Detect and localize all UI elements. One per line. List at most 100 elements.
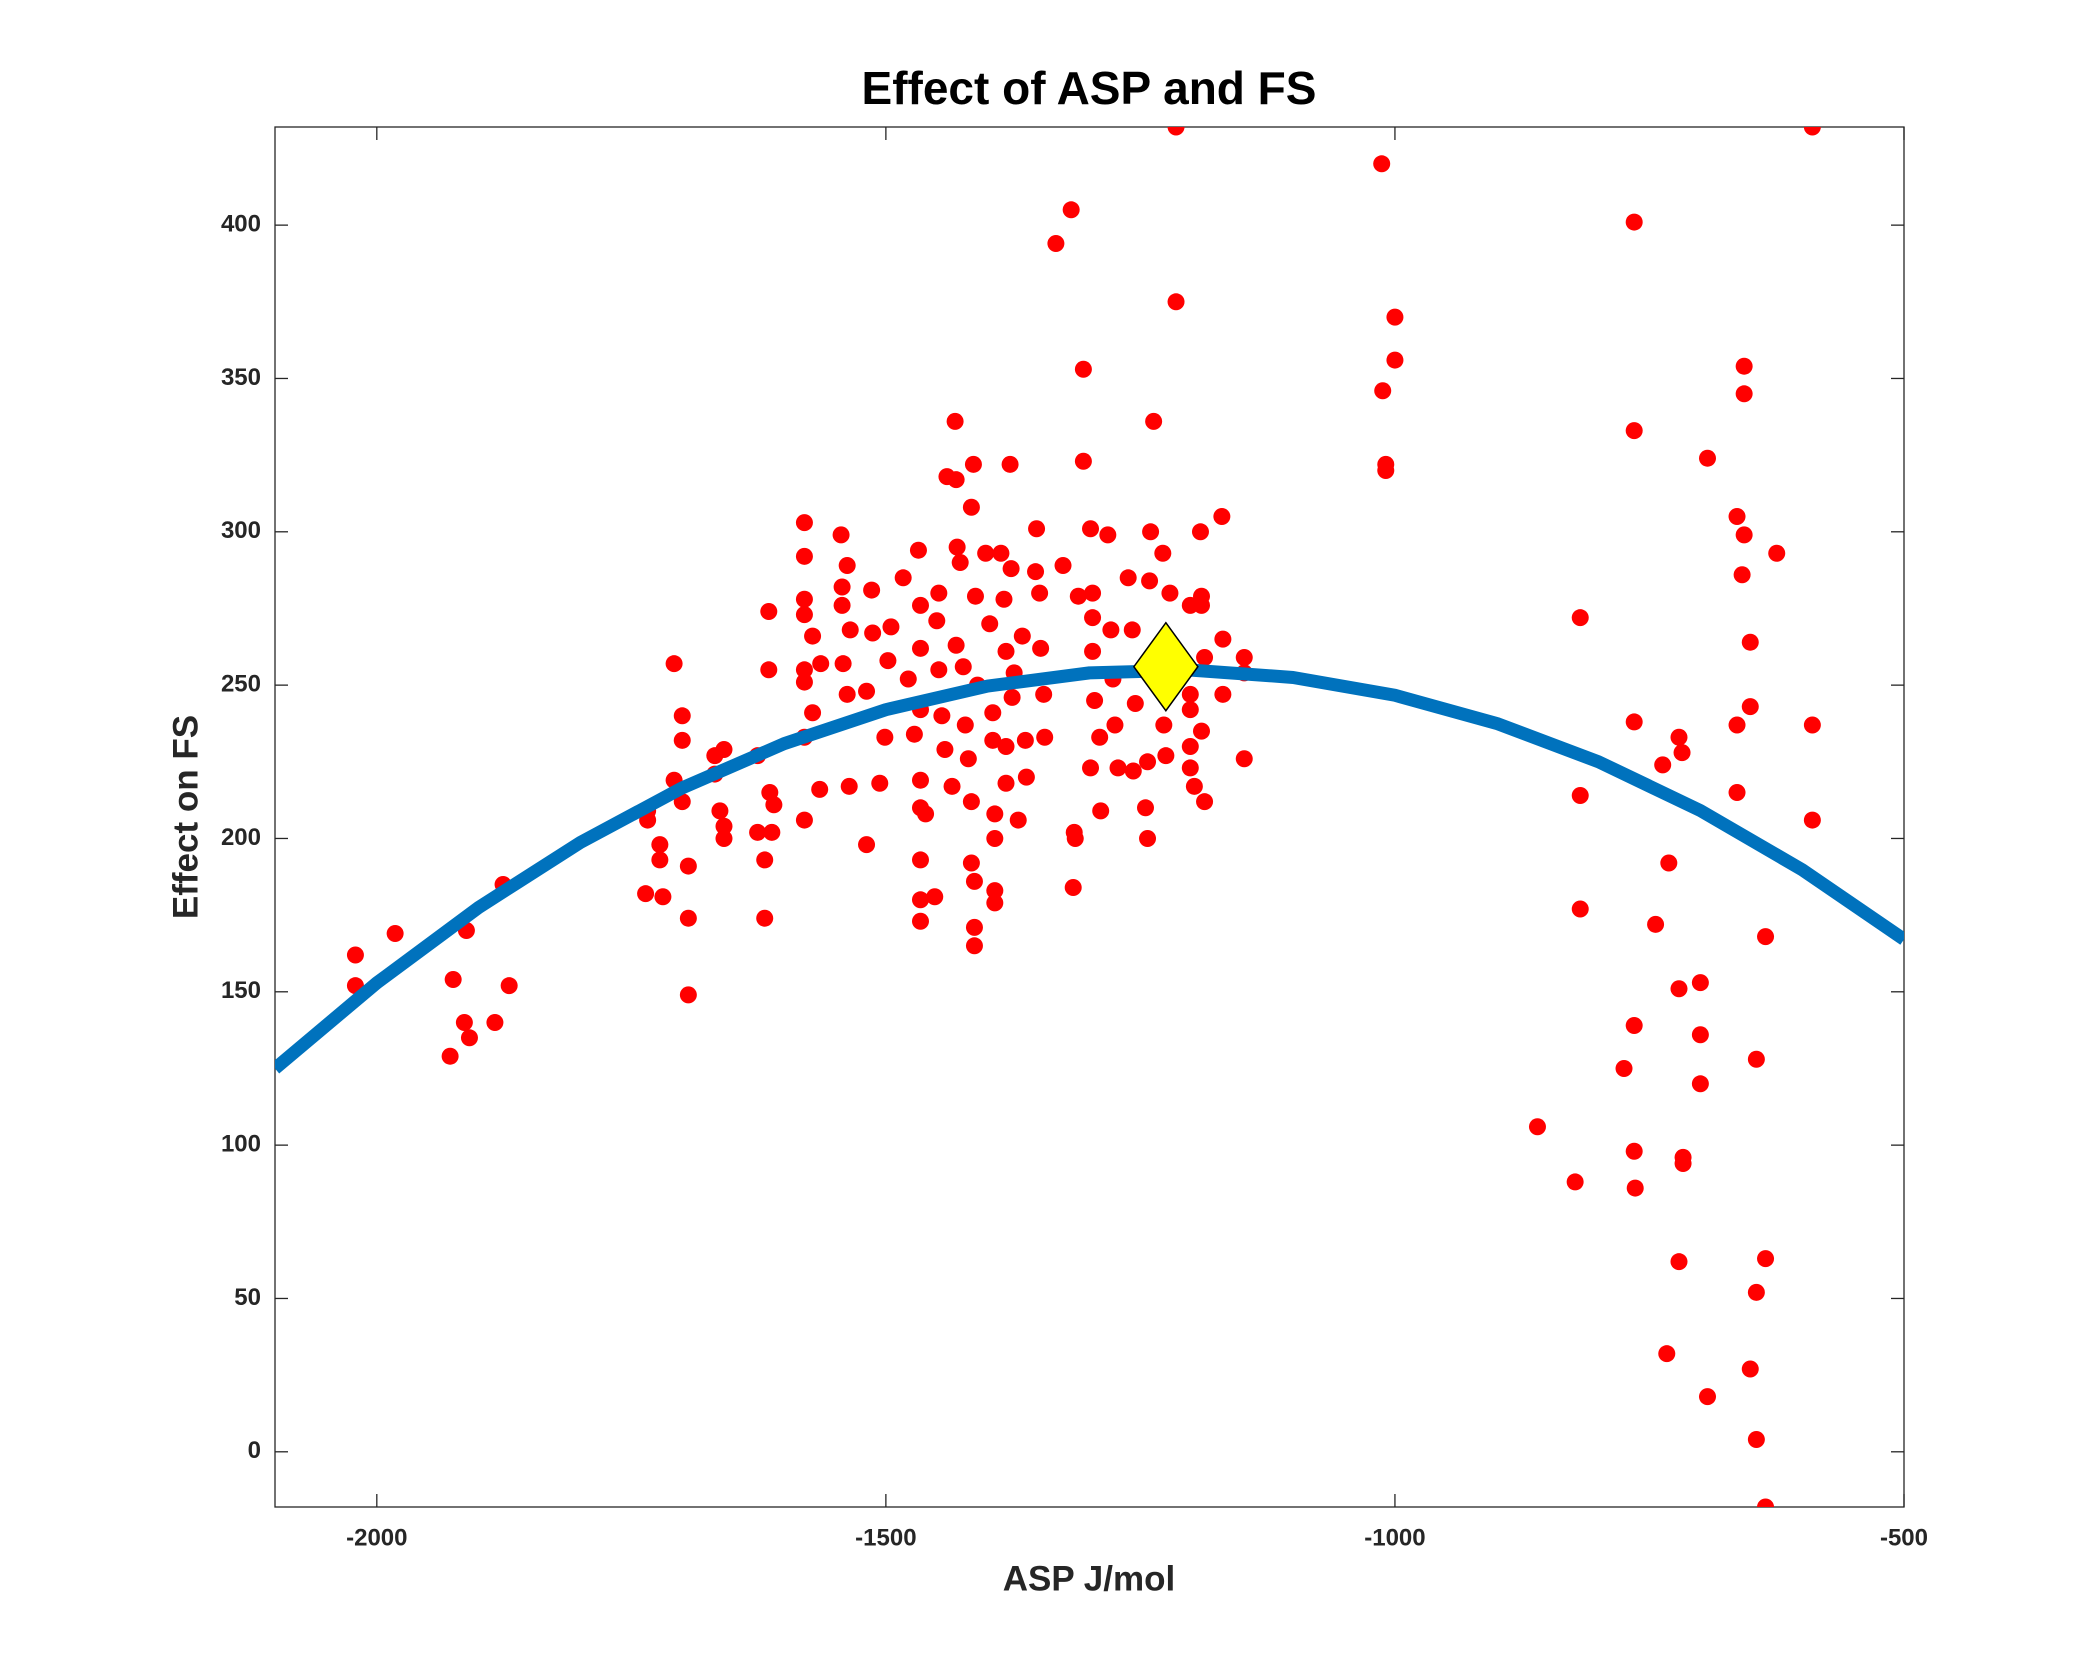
scatter-point	[1235, 750, 1253, 768]
scatter-point	[715, 817, 733, 835]
scatter-point	[1167, 293, 1185, 311]
scatter-point	[441, 1047, 459, 1065]
scatter-point	[1670, 1253, 1688, 1271]
y-tick-label: 200	[221, 824, 261, 851]
scatter-point	[1654, 756, 1672, 774]
scatter-point	[1141, 572, 1159, 590]
scatter-point	[1139, 753, 1157, 771]
scatter-point	[651, 851, 669, 869]
scatter-point	[1386, 308, 1404, 326]
x-tick-label: -2000	[346, 1524, 407, 1551]
scatter-point	[1214, 685, 1232, 703]
scatter-point	[1074, 360, 1092, 378]
y-tick-label: 150	[221, 977, 261, 1004]
scatter-point	[1691, 1075, 1709, 1093]
scatter-point	[951, 553, 969, 571]
scatter-point	[1009, 811, 1027, 829]
scatter-point	[1167, 127, 1185, 136]
scatter-point	[965, 918, 983, 936]
scatter-point	[1181, 685, 1199, 703]
scatter-point	[756, 851, 774, 869]
scatter-point	[1626, 1179, 1644, 1197]
scatter-point	[871, 774, 889, 792]
scatter-point	[894, 569, 912, 587]
scatter-point	[1741, 633, 1759, 651]
scatter-point	[1735, 526, 1753, 544]
scatter-point	[1031, 584, 1049, 602]
scatter-point	[1728, 716, 1746, 734]
scatter-point	[1735, 357, 1753, 375]
scatter-point	[1196, 649, 1214, 667]
scatter-point	[1625, 1142, 1643, 1160]
scatter-point	[679, 986, 697, 1004]
scatter-point	[882, 618, 900, 636]
scatter-point	[760, 603, 778, 621]
scatter-point	[1109, 759, 1127, 777]
scatter-point	[795, 673, 813, 691]
scatter-point	[749, 823, 767, 841]
scatter-point	[1214, 630, 1232, 648]
scatter-point	[834, 655, 852, 673]
scatter-point	[832, 526, 850, 544]
scatter-point	[995, 590, 1013, 608]
scatter-point	[981, 615, 999, 633]
scatter-point	[1670, 980, 1688, 998]
scatter-point	[1099, 526, 1117, 544]
scatter-point	[1181, 701, 1199, 719]
scatter-point	[1674, 1155, 1692, 1173]
scatter-point	[962, 854, 980, 872]
scatter-point	[760, 661, 778, 679]
chart-title: Effect of ASP and FS	[862, 62, 1317, 114]
scatter-point	[1155, 716, 1173, 734]
scatter-point	[804, 627, 822, 645]
scatter-point	[965, 937, 983, 955]
scatter-point	[795, 606, 813, 624]
plot-layer	[275, 127, 1904, 1507]
scatter-point	[1126, 695, 1144, 713]
scatter-point	[1102, 621, 1120, 639]
scatter-point	[486, 1013, 504, 1031]
scatter-point	[1054, 557, 1072, 575]
scatter-point	[1084, 642, 1102, 660]
scatter-point	[954, 658, 972, 676]
scatter-point	[1123, 621, 1141, 639]
scatter-point	[959, 750, 977, 768]
scatter-point	[1733, 566, 1751, 584]
scatter-point	[1691, 1026, 1709, 1044]
scatter-point	[1670, 728, 1688, 746]
scatter-point	[756, 909, 774, 927]
scatter-point	[1691, 974, 1709, 992]
scatter-point	[1625, 713, 1643, 731]
scatter-point	[858, 682, 876, 700]
scatter-point	[651, 836, 669, 854]
scatter-point	[715, 741, 733, 759]
scatter-point	[1768, 544, 1786, 562]
scatter-point	[911, 596, 929, 614]
scatter-point	[1064, 879, 1082, 897]
scatter-point	[1571, 900, 1589, 918]
scatter-point	[984, 731, 1002, 749]
scatter-point	[455, 1013, 473, 1031]
scatter-point	[1082, 520, 1100, 538]
scatter-point	[986, 882, 1004, 900]
scatter-point	[679, 909, 697, 927]
scatter-point	[930, 661, 948, 679]
scatter-point	[795, 661, 813, 679]
scatter-point	[833, 596, 851, 614]
scatter-point	[1028, 520, 1046, 538]
scatter-point	[997, 774, 1015, 792]
scatter-point	[930, 584, 948, 602]
scatter-point	[917, 805, 935, 823]
scatter-point	[812, 655, 830, 673]
scatter-point	[1074, 452, 1092, 470]
scatter-point	[1084, 609, 1102, 627]
scatter-point	[1032, 639, 1050, 657]
scatter-point	[926, 888, 944, 906]
scatter-point	[1157, 747, 1175, 765]
scatter-point	[1625, 1017, 1643, 1035]
scatter-point	[679, 857, 697, 875]
scatter-point	[911, 771, 929, 789]
scatter-point	[1571, 609, 1589, 627]
y-tick-label: 350	[221, 364, 261, 391]
scatter-point	[1757, 1250, 1775, 1268]
